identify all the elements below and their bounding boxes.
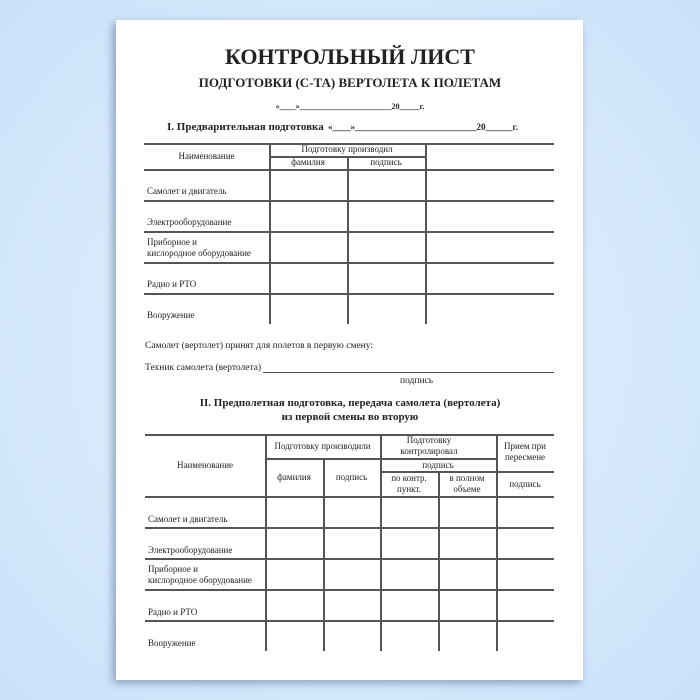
row-label: Вооружение	[148, 638, 196, 648]
signature-caption: подпись	[400, 376, 434, 386]
header-surname: фамилия	[277, 472, 311, 482]
header-name: Наименование	[176, 460, 234, 470]
header-surname: фамилия	[291, 157, 325, 167]
row-label: Вооружение	[147, 310, 195, 320]
header-signature: подпись	[335, 472, 368, 482]
row-label: Самолет и двигатель	[148, 514, 228, 524]
section2-heading-line2: из первой смены во вторую	[281, 411, 419, 423]
row-label: Радио и РТО	[147, 279, 197, 289]
technician-label: Техник самолета (вертолета)	[145, 363, 262, 373]
row-label: Электрооборудование	[148, 545, 233, 555]
section1-date: «____»___________________________20_____…	[328, 122, 518, 132]
date-line: «____»_______________________20_____г.	[275, 102, 425, 111]
page-subtitle: ПОДГОТОВКИ (С-ТА) ВЕРТОЛЕТА К ПОЛЕТАМ	[198, 75, 502, 90]
header-performed: Подготовку производили	[274, 441, 371, 451]
header-full: в полном объеме	[449, 473, 485, 494]
header-controlled: Подготовку контролировал	[400, 435, 458, 456]
header-by-points: по контр. пункт.	[391, 473, 427, 494]
section1-heading: I. Предварительная подготовка	[167, 121, 324, 133]
acceptance-text: Самолет (вертолет) принят для полетов в …	[145, 341, 374, 351]
row-label: Электрооборудование	[147, 217, 232, 227]
header-handover-signature: подпись	[509, 479, 541, 489]
section2-heading-line1: II. Предполетная подготовка, передача са…	[199, 397, 501, 409]
header-handover: Прием при пересмене	[504, 441, 546, 462]
row-label: Радио и РТО	[148, 607, 198, 617]
header-performed: Подготовку производил	[301, 144, 393, 154]
row-label: Самолет и двигатель	[147, 186, 227, 196]
header-controlled-signature: подпись	[422, 460, 454, 470]
row-label: Приборное и кислородное оборудование	[147, 237, 251, 258]
header-name: Наименование	[178, 151, 235, 161]
row-label: Приборное и кислородное оборудование	[148, 564, 252, 585]
page-title: КОНТРОЛЬНЫЙ ЛИСТ	[225, 44, 475, 69]
header-signature: подпись	[370, 157, 402, 167]
technician-signature-line[interactable]	[263, 372, 554, 373]
document-page	[116, 20, 583, 680]
